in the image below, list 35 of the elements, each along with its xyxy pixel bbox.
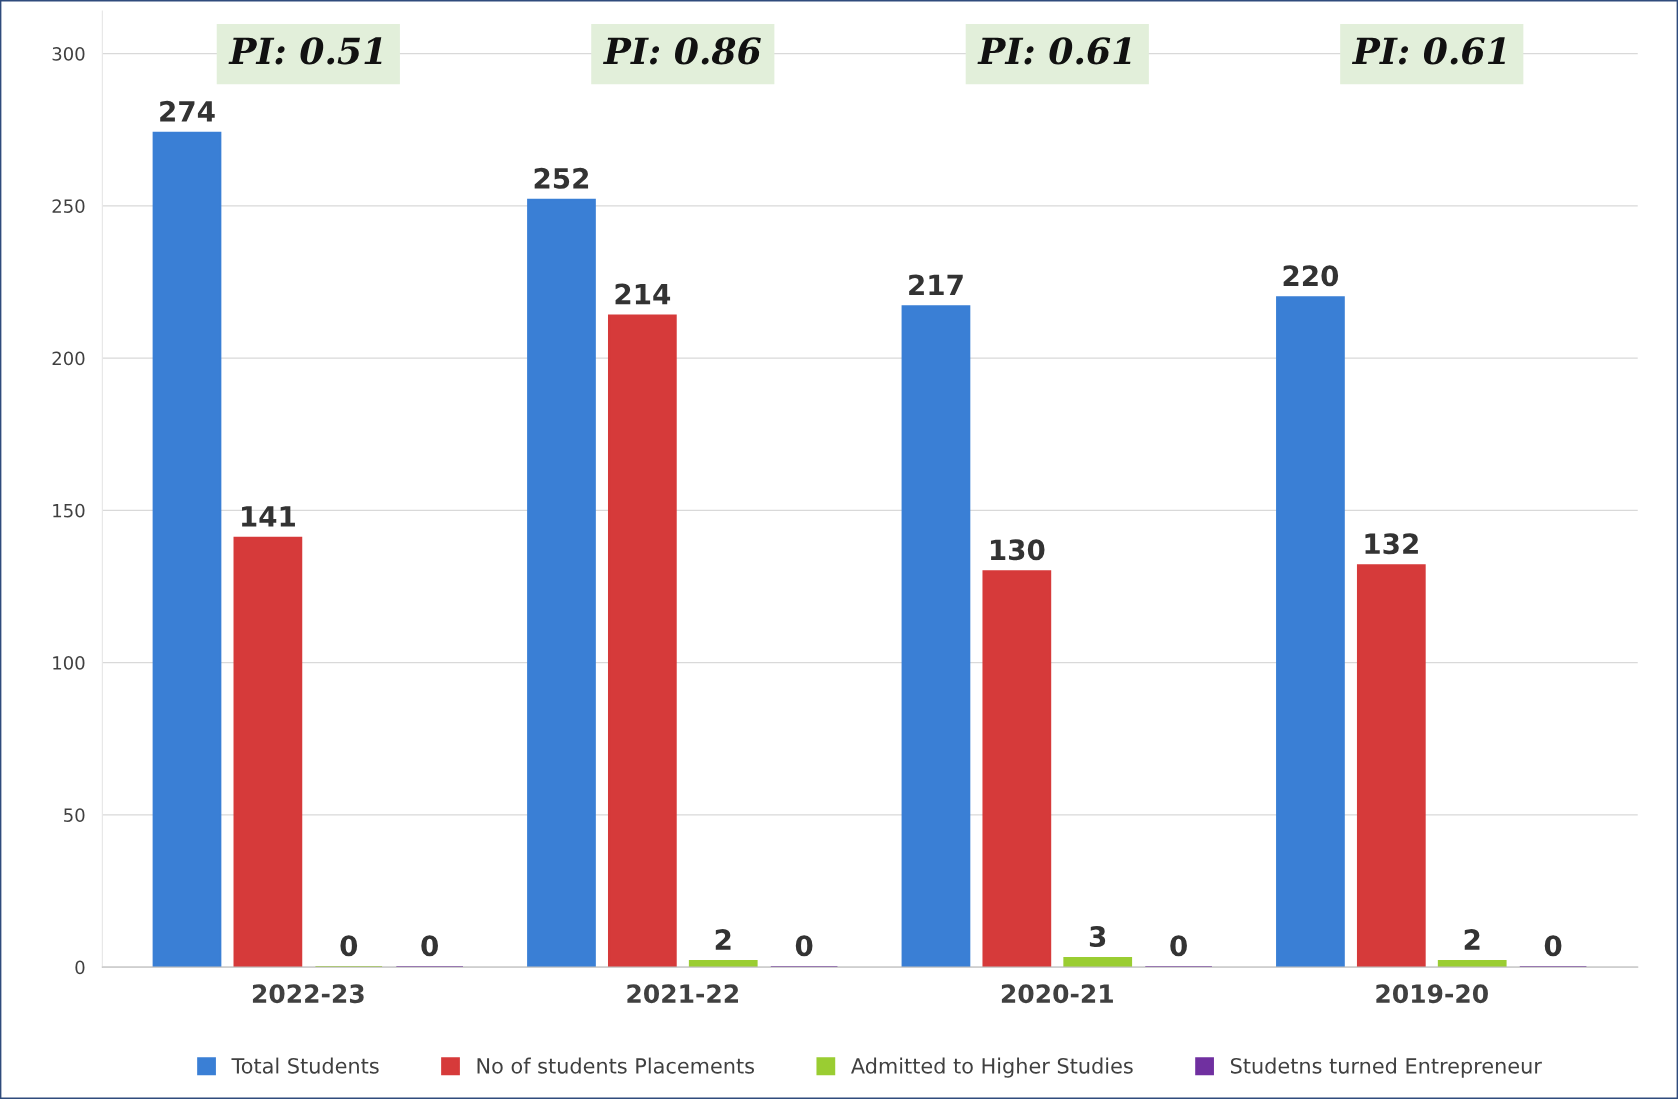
legend-label: Studetns turned Entrepreneur bbox=[1230, 1057, 1542, 1078]
data-label: 214 bbox=[615, 283, 671, 305]
y-tick-label: 100 bbox=[53, 656, 85, 670]
data-label: 3 bbox=[1089, 926, 1106, 948]
y-tick-label: 0 bbox=[75, 960, 85, 975]
data-label: 0 bbox=[340, 935, 358, 957]
legend-label: Total Students bbox=[231, 1057, 379, 1074]
y-tick-label: 200 bbox=[52, 351, 85, 366]
data-label: 2 bbox=[715, 929, 731, 950]
data-label: 130 bbox=[990, 539, 1045, 561]
y-tick-label: 50 bbox=[64, 808, 85, 822]
data-label: 0 bbox=[1544, 935, 1562, 957]
legend-label: No of students Placements bbox=[477, 1057, 754, 1074]
y-tick-label: 250 bbox=[52, 199, 85, 213]
data-label: 2 bbox=[1464, 929, 1480, 950]
annotation: PI: 0.61 bbox=[1351, 37, 1505, 65]
data-label: 252 bbox=[534, 167, 589, 189]
data-label: 217 bbox=[909, 274, 963, 296]
data-label: 141 bbox=[242, 506, 295, 527]
x-tick-label: 2021-22 bbox=[627, 984, 739, 1004]
annotation: PI: 0.86 bbox=[603, 37, 761, 65]
data-label: 132 bbox=[1365, 533, 1418, 555]
y-tick-label: 150 bbox=[53, 503, 85, 518]
annotation: PI: 0.61 bbox=[977, 37, 1131, 65]
data-label: 0 bbox=[795, 935, 813, 957]
data-label: 0 bbox=[421, 935, 438, 957]
x-tick-label: 2020-21 bbox=[1001, 984, 1113, 1004]
annotation: PI: 0.51 bbox=[228, 37, 382, 65]
x-tick-label: 2019-20 bbox=[1376, 984, 1488, 1004]
data-label: 274 bbox=[160, 100, 215, 122]
legend-label: Admitted to Higher Studies bbox=[851, 1057, 1133, 1078]
data-label: 220 bbox=[1283, 265, 1339, 287]
x-tick-label: 2022-23 bbox=[252, 984, 364, 1004]
y-tick-label: 300 bbox=[52, 47, 85, 61]
data-label: 0 bbox=[1170, 935, 1187, 957]
